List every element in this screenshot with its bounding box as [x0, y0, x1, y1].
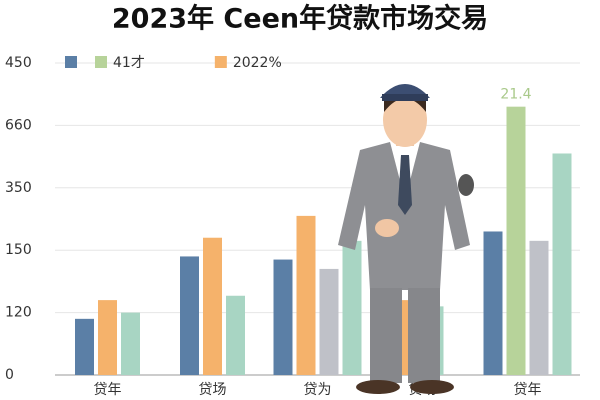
y-tick-label: 150: [5, 242, 32, 258]
legend-swatch: [65, 56, 77, 68]
bar: [296, 215, 316, 375]
x-tick-label: 贷场: [199, 382, 227, 398]
y-tick-label: 120: [5, 305, 32, 321]
legend-label: 2022%: [233, 55, 282, 71]
x-tick-label: 贷为: [304, 382, 332, 398]
y-tick-label: 0: [5, 367, 14, 383]
bar: [273, 259, 293, 375]
legend-swatch: [214, 56, 227, 68]
y-tick-label: 350: [5, 180, 32, 196]
legend-label: 41才: [113, 55, 145, 71]
bar: [203, 237, 222, 375]
bar: [98, 300, 117, 375]
bar: [319, 268, 339, 375]
x-tick-label: 贷年: [94, 382, 122, 398]
businessman-illustration: [338, 84, 474, 394]
bar: [121, 312, 140, 375]
bar: [506, 106, 526, 376]
bar: [75, 318, 94, 375]
y-tick-label: 450: [5, 55, 32, 71]
x-tick-label: 贷年: [514, 382, 542, 398]
chart-title: 2023年 Ceen年贷款市场交易: [112, 3, 488, 35]
bar: [180, 256, 199, 375]
y-tick-label: 660: [5, 117, 32, 133]
bar: [529, 240, 549, 375]
bar: [483, 231, 503, 375]
bar: [226, 295, 245, 375]
bar: [342, 240, 362, 375]
annotation: 21.4: [500, 87, 531, 103]
bar: [552, 153, 572, 375]
legend-swatch: [95, 56, 107, 68]
